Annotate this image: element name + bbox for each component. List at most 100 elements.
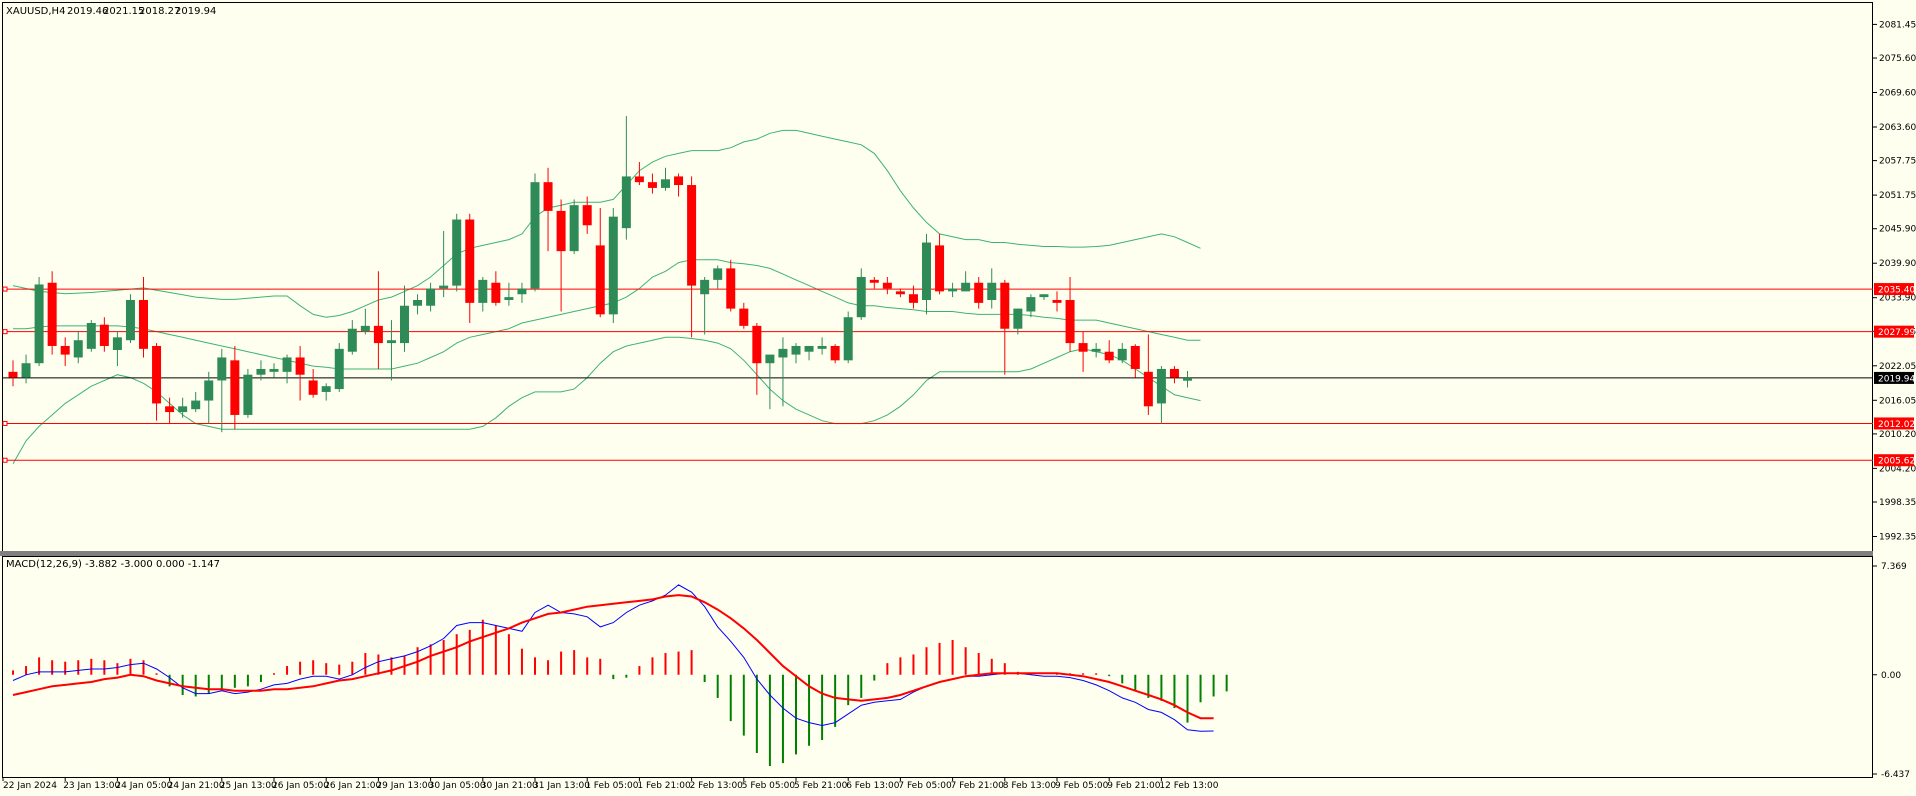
symbol-label: XAUUSD,H4 <box>6 6 65 17</box>
price-level-handle <box>2 329 8 335</box>
pane-separator[interactable] <box>0 551 1873 556</box>
bull-candle-body <box>347 328 357 352</box>
bollinger-upper-line <box>12 129 1201 318</box>
time-tick-label: 7 Feb 05:00 <box>898 781 952 791</box>
bull-candle-body <box>1156 368 1166 404</box>
price-tick-label: 2045.90 <box>1879 225 1916 235</box>
bear-candle-body <box>308 380 318 395</box>
bull-candle-body <box>243 374 253 415</box>
bull-candle-body <box>843 317 853 361</box>
price-tick-label: 2057.75 <box>1879 157 1916 167</box>
time-tick-label: 22 Jan 2024 <box>3 781 57 791</box>
price-level-label: 2027.99 <box>1878 328 1915 338</box>
price-level-handle <box>2 286 8 292</box>
bull-candle-body <box>125 299 135 341</box>
price-level-label-bg <box>1874 454 1914 467</box>
bear-candle-body <box>935 245 945 292</box>
price-level-label: 2012.02 <box>1878 420 1915 430</box>
bear-candle-body <box>152 345 162 404</box>
bear-candle-body <box>674 176 684 186</box>
bull-candle-body <box>204 380 214 401</box>
bear-candle-body <box>230 360 240 415</box>
price-tick-label: 2081.45 <box>1879 20 1916 30</box>
bull-candle-body <box>778 348 788 358</box>
time-tick-label: 5 Feb 05:00 <box>742 781 796 791</box>
bull-candle-body <box>478 279 488 303</box>
bear-candle-body <box>1169 368 1179 378</box>
bear-candle-body <box>882 282 892 289</box>
time-tick-label: 23 Jan 13:00 <box>63 781 120 791</box>
ohlc-header: XAUUSD,H4 2019.46 2021.15 2018.27 2019.9… <box>6 6 216 17</box>
bear-candle-body <box>1078 343 1088 352</box>
time-tick-label: 9 Feb 21:00 <box>1107 781 1161 791</box>
bear-candle-body <box>1143 371 1153 407</box>
bear-candle-body <box>99 324 109 346</box>
price-levels <box>2 286 1873 463</box>
bear-candle-body <box>1000 282 1010 329</box>
bull-candle-body <box>21 363 31 378</box>
price-tick-label: 2033.90 <box>1879 294 1916 304</box>
bull-candle-body <box>961 282 971 292</box>
bear-candle-body <box>165 406 175 413</box>
bull-candle-body <box>608 216 618 315</box>
bear-candle-body <box>465 219 475 303</box>
bull-candle-body <box>282 357 292 372</box>
bull-candle-body <box>426 288 436 306</box>
bear-candle-body <box>687 185 697 286</box>
price-tick-label: 2051.75 <box>1879 191 1916 201</box>
bull-candle-body <box>661 179 670 188</box>
bear-candle-body <box>647 182 657 188</box>
bull-candle-body <box>269 368 279 372</box>
macd-tick-label: 7.369 <box>1881 562 1907 572</box>
macd-pane-frame <box>2 556 1873 778</box>
time-tick-label: 12 Feb 13:00 <box>1159 781 1218 791</box>
macd-header: MACD(12,26,9) -3.882 -3.000 0.000 -1.147 <box>6 559 220 570</box>
current-price-label-bg <box>1874 371 1914 384</box>
price-tick-label: 2010.20 <box>1879 430 1916 440</box>
bear-candle-body <box>634 176 644 183</box>
bear-candle-body <box>139 299 148 349</box>
macd-indicator <box>12 584 1228 767</box>
time-tick-label: 9 Feb 05:00 <box>1055 781 1109 791</box>
time-tick-label: 29 Jan 13:00 <box>376 781 433 791</box>
price-level-label-bg <box>1874 417 1914 430</box>
bull-candle-body <box>1039 294 1049 298</box>
price-tick-label: 1992.35 <box>1879 532 1916 542</box>
bull-candle-body <box>569 205 579 252</box>
open-value: 2019.46 <box>67 6 108 17</box>
bull-candle-body <box>452 219 462 286</box>
bull-candle-body <box>856 277 866 318</box>
bull-candle-body <box>191 400 201 410</box>
time-tick-label: 8 Feb 13:00 <box>1003 781 1057 791</box>
low-value: 2018.27 <box>139 6 180 17</box>
bear-candle-body <box>726 268 736 309</box>
time-tick-label: 26 Jan 05:00 <box>272 781 329 791</box>
bear-candle-body <box>543 182 553 211</box>
bear-candle-body <box>1052 299 1062 303</box>
bear-candle-body <box>752 325 762 364</box>
signal-line <box>12 594 1214 720</box>
price-level-label-bg <box>1874 283 1914 296</box>
time-tick-label: 2 Feb 13:00 <box>690 781 744 791</box>
bull-candle-body <box>256 368 266 375</box>
bull-candle-body <box>217 357 227 381</box>
bull-candle-body <box>86 322 96 349</box>
bull-candle-body <box>621 176 631 229</box>
bull-candle-body <box>987 282 997 300</box>
bollinger-lower-line <box>12 336 1201 465</box>
bear-candle-body <box>491 282 501 303</box>
price-tick-label: 1998.35 <box>1879 498 1916 508</box>
bear-candle-body <box>830 345 840 361</box>
bull-candle-body <box>1091 348 1101 352</box>
bull-candle-body <box>817 345 827 349</box>
bull-candle-body <box>321 386 331 392</box>
bollinger-bands <box>12 129 1201 465</box>
price-level-label: 2005.62 <box>1878 457 1915 467</box>
time-tick-label: 26 Jan 21:00 <box>324 781 381 791</box>
bull-candle-body <box>1183 377 1192 381</box>
price-tick-label: 2016.05 <box>1879 396 1916 406</box>
price-tick-label: 2039.90 <box>1879 259 1916 269</box>
bull-candle-body <box>334 348 344 390</box>
